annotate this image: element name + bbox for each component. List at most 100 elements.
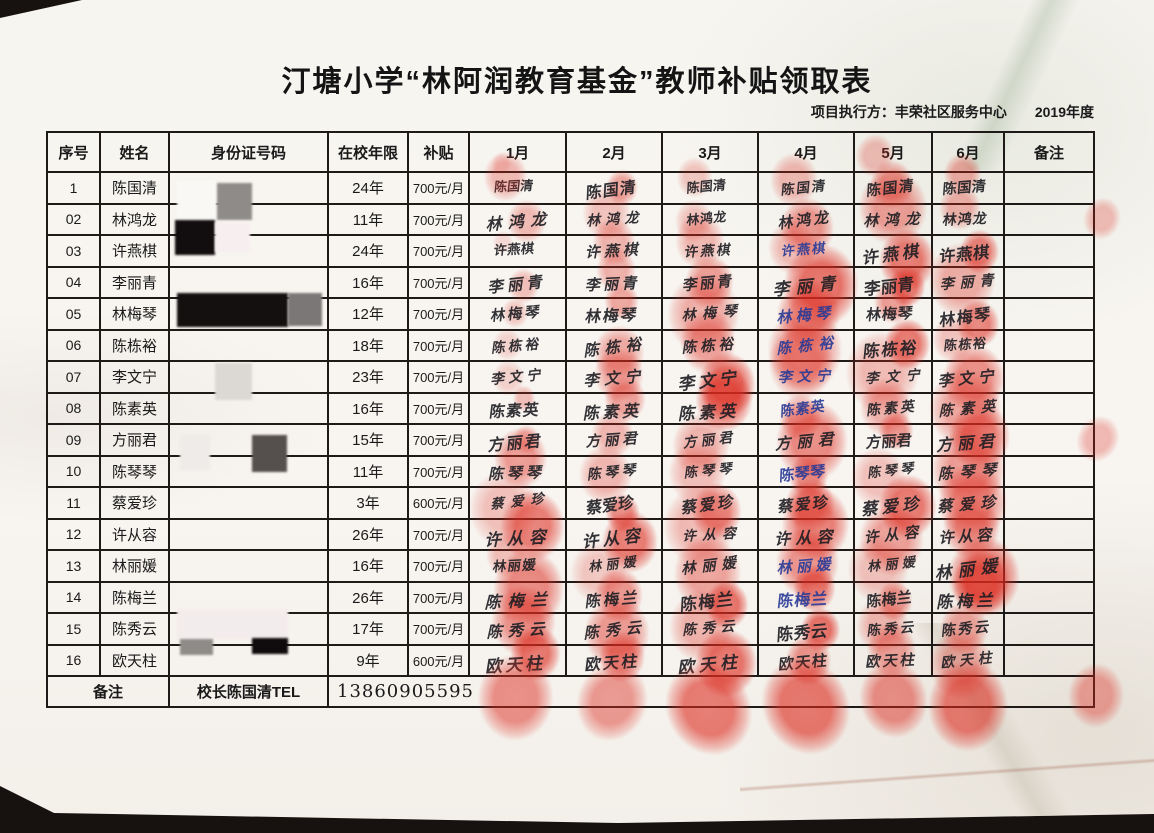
redaction-block xyxy=(288,293,322,326)
handwritten-signature: 林丽媛 xyxy=(491,556,539,575)
serial-cell: 13 xyxy=(46,549,101,583)
subsidy-cell: 700元/月 xyxy=(407,202,470,236)
signature-cell-month-5: 陈国清 xyxy=(853,153,933,215)
column-header-10: 5月 xyxy=(853,131,933,173)
years-cell: 24年 xyxy=(327,234,409,268)
remark-cell xyxy=(1003,580,1095,614)
years-cell: 11年 xyxy=(327,202,409,236)
id-number-cell xyxy=(168,549,329,583)
signature-cell-month-5: 陈秀云 xyxy=(850,589,933,662)
handwritten-signature: 欧天柱 xyxy=(864,652,919,671)
handwritten-signature: 陈国清 xyxy=(865,178,916,201)
subsidy-cell: 700元/月 xyxy=(407,549,470,583)
years-cell: 12年 xyxy=(327,297,409,331)
subsidy-cell: 700元/月 xyxy=(407,423,470,457)
handwritten-signature: 蔡爱珍 xyxy=(936,493,1005,516)
handwritten-signature: 陈琴琴 xyxy=(937,460,1007,484)
name-cell: 许从容 xyxy=(99,517,170,551)
subsidy-cell: 600元/月 xyxy=(407,643,470,677)
document-title: 汀塘小学“林阿润教育基金”教师补贴领取表 xyxy=(281,66,873,98)
years-cell: 3年 xyxy=(327,486,409,520)
signature-cell-month-3: 陈琴琴 xyxy=(660,432,759,514)
signature-cell-month-3: 林梅琴 xyxy=(657,263,759,366)
footer-row: 备注 校长陈国清TEL 13860905595 xyxy=(46,675,1095,708)
signature-cell-month-5: 陈栋裕 xyxy=(853,311,937,376)
serial-cell: 15 xyxy=(46,612,101,646)
subsidy-cell: 700元/月 xyxy=(407,265,470,299)
handwritten-signature: 方丽君 xyxy=(487,432,544,455)
table-row: 08 陈素英 16年 700元/月 陈素英 陈素英 陈素英 陈素英 陈素英 陈素英 xyxy=(46,357,1095,460)
handwritten-signature: 林鸿龙 xyxy=(941,209,990,228)
id-number-cell xyxy=(168,486,329,520)
signature-cell-month-4: 蔡爱珍 xyxy=(757,470,855,539)
signature-cell-month-6: 陈梅兰 xyxy=(931,544,1016,624)
signature-cell-month-6: 蔡爱珍 xyxy=(928,452,1017,551)
remark-cell xyxy=(1003,234,1095,268)
name-cell: 陈琴琴 xyxy=(99,454,170,488)
column-header-6: 1月 xyxy=(468,131,567,173)
signature-cell-month-2: 林鸿龙 xyxy=(565,178,663,247)
signature-cell-month-3: 陈栋裕 xyxy=(661,302,759,382)
signature-cell-month-1: 李文宁 xyxy=(468,354,567,401)
years-cell: 23年 xyxy=(327,360,409,394)
signature-cell-month-2: 林梅琴 xyxy=(565,276,663,331)
signature-cell-month-6: 李丽青 xyxy=(919,232,1005,328)
serial-cell: 07 xyxy=(46,360,101,394)
remark-cell xyxy=(1003,423,1095,457)
signature-cell-month-4: 李丽青 xyxy=(757,233,868,339)
remark-cell xyxy=(1003,391,1095,425)
handwritten-signature: 陈国清 xyxy=(493,178,534,195)
footer-note-label: 备注 xyxy=(46,675,170,708)
signature-cell-month-1: 陈秀云 xyxy=(468,576,567,667)
subsidy-table-wrap: 序号 姓名 身份证号码 在校年限 补贴 1月 2月 3月 4月 5月 6月 备注 1 陈国清 24年 700元… xyxy=(46,131,1095,709)
signature-cell-month-6: 欧天柱 xyxy=(921,620,1005,709)
signature-cell-month-1: 许从容 xyxy=(468,480,573,572)
name-cell: 陈梅兰 xyxy=(99,580,170,614)
signature-cell-month-2: 方丽君 xyxy=(565,404,663,464)
remark-cell xyxy=(1003,486,1095,520)
serial-cell: 02 xyxy=(46,202,101,236)
signature-cell-month-1: 林梅琴 xyxy=(468,293,567,333)
subsidy-cell: 700元/月 xyxy=(407,612,470,646)
years-cell: 9年 xyxy=(327,643,409,677)
remark-cell xyxy=(1003,265,1095,299)
years-cell: 17年 xyxy=(327,612,409,646)
handwritten-signature: 林梅琴 xyxy=(865,305,915,325)
signature-cell-month-4: 林丽媛 xyxy=(757,518,855,608)
signature-cell-month-2: 陈梅兰 xyxy=(565,561,663,630)
serial-cell: 04 xyxy=(46,265,101,299)
signature-cell-month-1: 陈梅兰 xyxy=(468,539,573,639)
redaction-block xyxy=(177,181,217,220)
handwritten-signature: 欧天柱 xyxy=(940,647,999,670)
signature-cell-month-6: 陈秀云 xyxy=(931,595,1005,663)
name-cell: 方丽君 xyxy=(99,423,170,457)
signature-cell-month-6: 陈琴琴 xyxy=(922,417,1015,522)
years-cell: 18年 xyxy=(327,328,409,362)
subsidy-cell: 700元/月 xyxy=(407,517,470,551)
signature-cell-month-3: 欧天柱 xyxy=(661,619,765,707)
signature-cell-month-2: 李丽青 xyxy=(565,242,663,299)
remark-cell xyxy=(1003,549,1095,583)
signature-cell-month-2: 陈琴琴 xyxy=(565,437,663,513)
table-row: 11 蔡爱珍 3年 600元/月 蔡爱珍 蔡爱珍 蔡爱珍 蔡爱珍 蔡爱珍 蔡爱珍 xyxy=(46,452,1095,559)
table-row: 13 林丽媛 16年 700元/月 林丽媛 林丽媛 林丽媛 林丽媛 林丽媛 林丽媛 xyxy=(46,518,1095,627)
signature-cell-month-6: 陈栋裕 xyxy=(926,308,1005,369)
name-cell: 许燕棋 xyxy=(99,234,170,268)
executor-label: 项目执行方：丰荣社区服务中心 xyxy=(810,104,1007,120)
handwritten-signature: 林丽媛 xyxy=(776,555,838,578)
column-header-5: 补贴 xyxy=(407,131,470,173)
signature-cell-month-5: 林鸿龙 xyxy=(850,159,936,256)
signature-cell-month-6: 陈国清 xyxy=(931,147,1005,205)
signature-cell-month-5: 欧天柱 xyxy=(853,615,933,685)
signature-cell-month-6: 林丽媛 xyxy=(931,525,1029,627)
signature-cell-month-4: 许燕棋 xyxy=(757,213,855,283)
signature-cell-month-4: 陈国清 xyxy=(757,146,855,215)
signature-cell-month-5: 李丽青 xyxy=(853,260,933,312)
subsidy-cell: 600元/月 xyxy=(407,486,470,520)
column-header-12: 备注 xyxy=(1003,131,1095,173)
signature-cell-month-4: 许从容 xyxy=(757,476,858,572)
signature-cell-month-2: 林丽媛 xyxy=(562,533,663,613)
subsidy-cell: 700元/月 xyxy=(407,297,470,331)
column-header-9: 4月 xyxy=(757,131,855,173)
years-cell: 26年 xyxy=(327,517,409,551)
